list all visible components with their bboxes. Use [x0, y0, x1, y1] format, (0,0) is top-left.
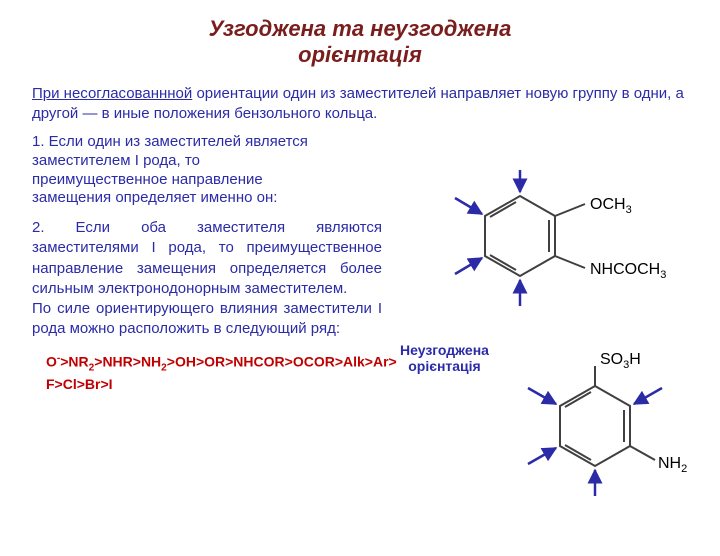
molecule-2: SO3H NH2	[500, 346, 720, 536]
discoord-line2: орієнтація	[408, 358, 481, 374]
label-och3: OCH3	[590, 196, 632, 216]
molecule-1: OCH3 NHCOCH3	[400, 166, 690, 336]
rule-1-paragraph: 1. Если один из заместителей является за…	[32, 133, 322, 208]
discoord-line1: Неузгоджена	[400, 342, 489, 358]
arrow2-lower-left	[528, 448, 556, 464]
discoordinated-label: Неузгоджена орієнтація	[400, 342, 489, 374]
benzene-ring-1	[485, 196, 555, 276]
arrow2-upper-right	[634, 388, 662, 404]
bond-och3	[555, 204, 585, 216]
benzene-ring-2	[560, 386, 630, 466]
bond-nhcoch3	[555, 256, 585, 268]
label-nh2: NH2	[658, 455, 687, 475]
bond-nh2	[630, 446, 655, 460]
arrow-upper-left	[455, 198, 482, 214]
label-nhcoch3: NHCOCH3	[590, 261, 666, 281]
arrow2-upper-left	[528, 388, 556, 404]
title-line1: Узгоджена та неузгоджена	[209, 16, 512, 41]
slide-title: Узгоджена та неузгоджена орієнтація	[0, 16, 720, 68]
intro-underlined: При несогласованнной	[32, 85, 192, 102]
arrow-lower-left	[455, 258, 482, 274]
intro-paragraph: При несогласованнной ориентации один из …	[32, 84, 688, 123]
title-line2: орієнтація	[298, 42, 422, 67]
label-so3h: SO3H	[600, 351, 641, 371]
rule-2-paragraph: 2. Если оба заместителя являются замести…	[32, 218, 382, 340]
